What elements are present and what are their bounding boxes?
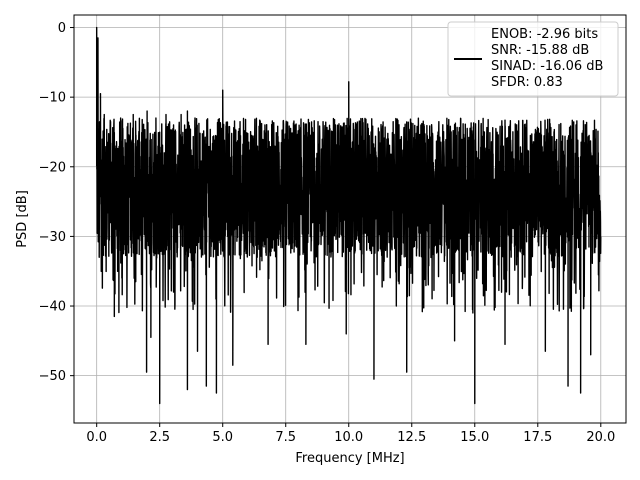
plot-frame	[73, 14, 627, 424]
y-axis-title: PSD [dB]	[15, 190, 30, 248]
x-tick-label: 5.0	[212, 430, 233, 445]
y-tick-label: −40	[39, 300, 66, 315]
x-tick-label: 17.5	[523, 430, 552, 445]
psd-series-line	[95, 26, 602, 405]
x-tick-label: 0.0	[86, 430, 107, 445]
y-tick-label: 0	[58, 21, 66, 36]
legend-box	[447, 21, 619, 97]
x-axis: 0.0 2.5 5.0 7.5 10.0 12.5 15.0 17.5 20.0	[86, 423, 615, 445]
x-tick-label: 2.5	[149, 430, 170, 445]
x-tick-label: 15.0	[460, 430, 489, 445]
y-tick-label: −30	[39, 230, 66, 245]
legend-entry-sfdr: SFDR: 0.83	[491, 75, 563, 90]
legend-entry-sinad: SINAD: -16.06 dB	[491, 59, 603, 74]
x-tick-label: 7.5	[275, 430, 296, 445]
x-tick-label: 10.0	[334, 430, 363, 445]
x-axis-title: Frequency [MHz]	[295, 451, 404, 466]
x-tick-label: 12.5	[397, 430, 426, 445]
y-axis: 0 −10 −20 −30 −40 −50	[39, 21, 74, 384]
series-group	[95, 26, 602, 405]
x-tick-label: 20.0	[586, 430, 615, 445]
legend: ENOB: -2.96 bits SNR: -15.88 dB SINAD: -…	[447, 21, 619, 97]
y-tick-label: −10	[39, 91, 66, 106]
legend-entry-snr: SNR: -15.88 dB	[491, 43, 589, 58]
y-tick-label: −20	[39, 160, 66, 175]
y-tick-label: −50	[39, 369, 66, 384]
legend-entry-enob: ENOB: -2.96 bits	[491, 27, 598, 42]
